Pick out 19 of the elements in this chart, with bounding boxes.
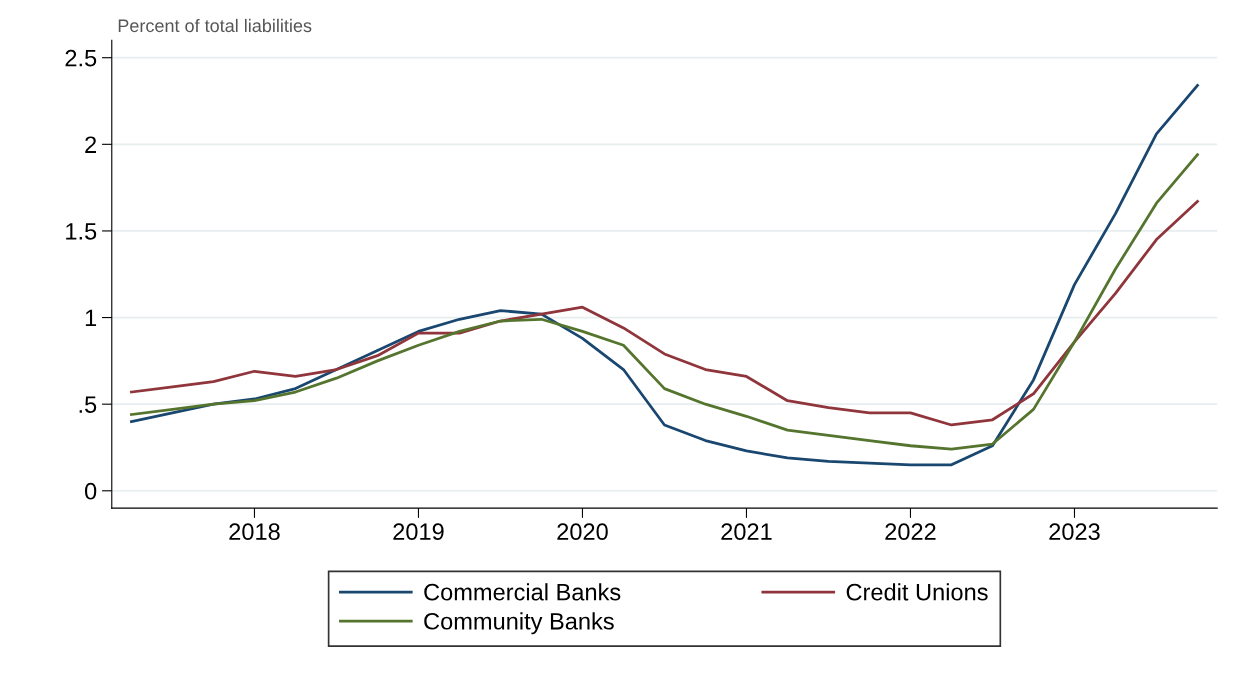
line-series	[130, 200, 1199, 427]
y-tick-label: 2.5	[65, 49, 97, 67]
y-tick-label: 1	[85, 309, 97, 327]
x-tick-label: 2019	[393, 523, 444, 541]
y-tick-label: 2	[85, 136, 97, 153]
x-tick-label: 2018	[229, 523, 280, 541]
legend-label: Community Banks	[424, 612, 614, 635]
y-tick-label: .5	[79, 396, 97, 413]
line-series	[130, 84, 1199, 467]
x-tick-label: 2021	[721, 523, 772, 541]
y-tick-label: 1.5	[66, 223, 97, 240]
x-tick-label: 2023	[1049, 523, 1100, 541]
y-axis-title: Percent of total liabilities	[118, 18, 312, 33]
x-tick-label: 2022	[885, 523, 936, 541]
legend-label: Credit Unions	[846, 583, 988, 601]
y-tick-label: 0	[84, 482, 97, 500]
line-series	[130, 153, 1199, 451]
legend-label: Commercial Banks	[424, 583, 621, 601]
x-tick-label: 2020	[557, 523, 608, 541]
